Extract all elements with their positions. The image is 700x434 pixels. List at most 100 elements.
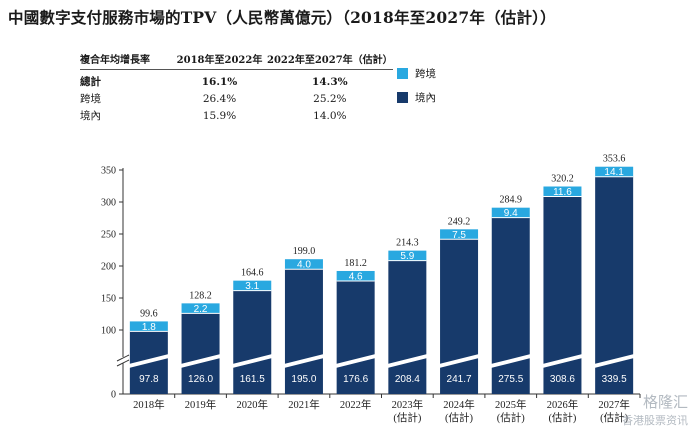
bar-cross-border-label: 3.1: [245, 281, 259, 292]
legend-swatch: [397, 68, 408, 79]
watermark: 格隆汇 香港股票资讯: [622, 391, 688, 428]
cagr-value: 16.1%: [201, 75, 238, 88]
bar-domestic-label: 195.0: [291, 374, 316, 385]
bar-segment-domestic: [284, 269, 323, 394]
bar-segment-cross-border: [284, 259, 323, 270]
bar-segment-cross-border: [388, 250, 427, 261]
chart-legend: 跨境 境內: [397, 66, 436, 114]
bar-segment-cross-border: [336, 270, 375, 281]
x-category-label: 2026年: [547, 398, 579, 411]
bar-segment-domestic: [336, 280, 375, 394]
bar-domestic-label: 275.5: [498, 374, 523, 385]
bar-domestic-label: 339.5: [602, 374, 627, 385]
bar-segment-domestic: [491, 217, 530, 394]
bar-break-band: [180, 354, 221, 368]
bar-segment-cross-border: [233, 280, 272, 291]
bar-cross-border-label: 5.9: [400, 251, 414, 262]
x-category-label: (估計): [600, 411, 628, 424]
bar-break-band: [387, 354, 428, 368]
bar-domestic-label: 208.4: [395, 374, 420, 385]
y-tick-label: 200: [101, 262, 116, 273]
bar-segment-cross-border: [491, 207, 530, 218]
x-category-label: (估計): [393, 411, 421, 424]
watermark-line-2: 香港股票资讯: [622, 414, 688, 427]
cagr-value: 14.0%: [313, 109, 347, 122]
y-tick-label: 300: [101, 198, 116, 209]
bar-cross-border-label: 14.1: [604, 167, 624, 178]
x-category-label: 2019年: [185, 398, 217, 411]
y-axis-break-gap: [117, 357, 129, 363]
bar-segment-cross-border: [595, 166, 634, 177]
bar-segment-domestic: [233, 290, 272, 394]
bar-domestic-label: 241.7: [447, 374, 472, 385]
cagr-value: 25.2%: [313, 92, 347, 105]
cagr-row-label: 境內: [80, 110, 101, 122]
bar-segment-domestic: [388, 260, 427, 394]
bar-cross-border-label: 4.6: [349, 271, 363, 282]
bar-total-label: 199.0: [293, 246, 316, 257]
y-tick-label: 0: [111, 390, 116, 401]
bar-domestic-label: 97.8: [139, 374, 159, 385]
cagr-value: 15.9%: [202, 109, 237, 122]
x-category-label: (估計): [548, 411, 576, 424]
bar-total-label: 249.2: [448, 216, 471, 227]
bar-cross-border-label: 4.0: [297, 260, 311, 271]
cagr-row-cross-border: 跨境 26.4% 25.2%: [80, 90, 393, 107]
cagr-table: 複合年均增長率 2018年至2022年 2022年至2027年（估計） 總計 1…: [80, 50, 393, 124]
bar-total-label: 164.6: [241, 268, 264, 279]
legend-item-domestic: 境內: [397, 90, 436, 105]
x-category-label: 2022年: [340, 398, 372, 411]
cagr-header-period-1: 2018年至2022年: [172, 50, 267, 70]
bar-total-label: 353.6: [603, 154, 626, 165]
cagr-value: 14.3%: [312, 75, 348, 88]
x-category-label: 2018年: [133, 398, 165, 411]
cagr-row-label: 總計: [80, 76, 101, 88]
bar-domestic-label: 126.0: [188, 374, 213, 385]
legend-label: 境內: [415, 92, 436, 104]
bar-cross-border-label: 2.2: [194, 304, 208, 315]
legend-swatch: [397, 92, 408, 103]
bar-total-label: 320.2: [551, 173, 574, 184]
bar-segment-cross-border: [181, 303, 220, 314]
bar-break-band: [439, 354, 480, 368]
bar-break-band: [594, 354, 635, 368]
bar-segment-cross-border: [543, 186, 582, 197]
bar-domestic-label: 176.6: [343, 374, 368, 385]
legend-item-cross-border: 跨境: [397, 66, 436, 81]
x-category-label: 2023年: [392, 398, 424, 411]
x-category-label: (估計): [445, 411, 473, 424]
bar-segment-domestic: [440, 239, 479, 394]
y-tick-label: 150: [101, 294, 116, 305]
y-tick-label: 250: [101, 230, 116, 241]
chart-title: 中國數字支付服務市場的TPV（人民幣萬億元）（2018年至2027年（估計））: [8, 8, 556, 27]
bar-domestic-label: 161.5: [240, 374, 265, 385]
bar-cross-border-label: 1.8: [142, 322, 156, 333]
x-category-label: 2025年: [495, 398, 527, 411]
cagr-header-row: 複合年均增長率 2018年至2022年 2022年至2027年（估計）: [80, 50, 393, 70]
y-tick-label: 350: [101, 166, 116, 177]
bar-break-band: [542, 354, 583, 368]
y-tick-label: 100: [101, 326, 116, 337]
bar-break-band: [128, 354, 169, 368]
cagr-value: 26.4%: [202, 92, 237, 105]
cagr-row-label: 跨境: [80, 93, 101, 105]
bar-total-label: 181.2: [344, 258, 367, 269]
x-category-label: 2024年: [443, 398, 475, 411]
x-category-label: (估計): [497, 411, 525, 424]
bar-segment-cross-border: [440, 229, 479, 240]
bar-cross-border-label: 7.5: [452, 230, 466, 241]
bar-domestic-label: 308.6: [550, 374, 575, 385]
bar-cross-border-label: 9.4: [504, 208, 518, 219]
bar-total-label: 214.3: [396, 238, 419, 249]
bar-cross-border-label: 11.6: [553, 187, 572, 198]
y-axis-break-mark: [116, 354, 130, 362]
bar-total-label: 128.2: [189, 290, 212, 301]
bar-total-label: 284.9: [500, 195, 523, 206]
x-category-label: 2021年: [288, 398, 320, 411]
x-category-label: 2020年: [237, 398, 269, 411]
bar-break-band: [283, 354, 324, 368]
bar-break-band: [490, 354, 531, 368]
bar-break-band: [335, 354, 376, 368]
y-axis-break-mark: [116, 359, 130, 367]
